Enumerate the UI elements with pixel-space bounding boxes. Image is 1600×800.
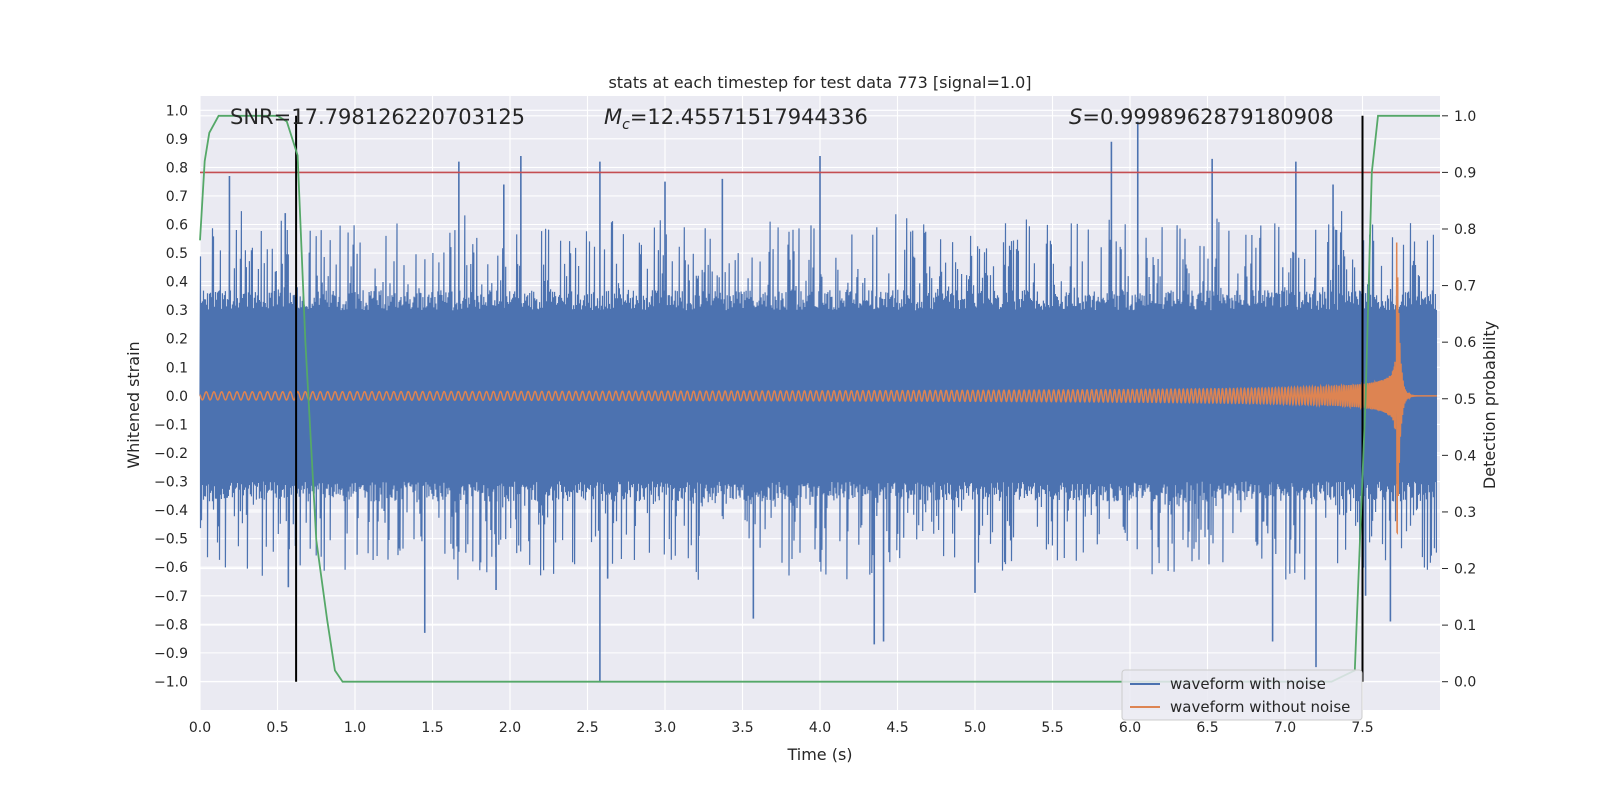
y2-tick-label: 0.1 — [1454, 618, 1476, 634]
legend-label-noise: waveform with noise — [1170, 675, 1326, 693]
y-tick-label: −0.4 — [154, 503, 188, 519]
noise-trace — [199, 211, 1437, 580]
x-tick-label: 4.0 — [809, 720, 831, 736]
clean-waveform-trace — [199, 242, 1437, 536]
chirp-mass-subscript: c — [622, 117, 630, 133]
y2-tick-label: 0.6 — [1454, 335, 1476, 351]
y2-tick-label: 0.9 — [1454, 165, 1476, 181]
legend-label-clean: waveform without noise — [1170, 698, 1350, 716]
x-tick-label: 6.0 — [1119, 720, 1141, 736]
x-tick-label: 2.0 — [499, 720, 521, 736]
x-tick-label: 3.0 — [654, 720, 676, 736]
legend: waveform with noise waveform without noi… — [1121, 669, 1363, 721]
y-tick-label: −0.9 — [154, 646, 188, 662]
y2-tick-label: 0.0 — [1454, 675, 1476, 691]
detection-score-symbol: S — [1069, 105, 1082, 129]
chirp-mass-annotation: Mc=12.45571517944336 — [604, 105, 868, 133]
y2-tick-label: 0.4 — [1454, 448, 1476, 464]
y-tick-label: 0.2 — [166, 332, 188, 348]
y-tick-label: 0.9 — [166, 132, 188, 148]
y-tick-label: −0.1 — [154, 417, 188, 433]
x-axis-label: Time (s) — [786, 745, 852, 764]
y-tick-label: 0.6 — [166, 218, 188, 234]
y-tick-label: −1.0 — [154, 674, 188, 690]
y-tick-label: −0.5 — [154, 532, 188, 548]
y-tick-label: 0.0 — [166, 389, 188, 405]
y2-axis-label: Detection probability — [1480, 321, 1499, 489]
legend-box — [1121, 669, 1363, 721]
x-tick-label: 1.5 — [421, 720, 443, 736]
y2-tick-label: 0.2 — [1454, 562, 1476, 578]
y2-tick-labels: 1.0 0.9 0.8 0.7 0.6 0.5 0.4 0.3 0.2 0.1 0.0 — [1442, 109, 1476, 691]
y-tick-label: 0.8 — [166, 160, 188, 176]
waveform-with-noise-series — [199, 121, 1437, 682]
y-tick-label: −0.6 — [154, 560, 188, 576]
y2-tick-label: 0.3 — [1454, 505, 1476, 521]
x-tick-label: 5.5 — [1041, 720, 1063, 736]
x-tick-label: 1.0 — [344, 720, 366, 736]
x-tick-label: 5.0 — [964, 720, 986, 736]
x-tick-label: 4.5 — [886, 720, 908, 736]
waveform-without-noise-series — [199, 242, 1437, 536]
x-tick-label: 2.5 — [576, 720, 598, 736]
x-tick-label: 0.0 — [189, 720, 211, 736]
y2-tick-label: 0.8 — [1454, 222, 1476, 238]
x-tick-label: 7.5 — [1351, 720, 1373, 736]
y-tick-label: 0.7 — [166, 189, 188, 205]
y-tick-label: 0.1 — [166, 360, 188, 376]
detection-probability-line — [199, 114, 1440, 683]
y-tick-label: −0.8 — [154, 617, 188, 633]
y-tick-label: −0.2 — [154, 446, 188, 462]
y-tick-label: −0.3 — [154, 475, 188, 491]
y2-tick-label: 0.5 — [1454, 392, 1476, 408]
y-tick-labels: 1.0 0.9 0.8 0.7 0.6 0.5 0.4 0.3 0.2 0.1 0.0 −0.1 −0.… — [154, 103, 188, 690]
x-tick-label: 7.0 — [1274, 720, 1296, 736]
chirp-mass-symbol: M — [604, 105, 622, 129]
detection-score-annotation: S=0.9998962879180908 — [1069, 105, 1334, 129]
chart-title: stats at each timestep for test data 773… — [608, 73, 1031, 92]
y-tick-label: 0.3 — [166, 303, 188, 319]
snr-annotation: SNR=17.798126220703125 — [230, 105, 525, 129]
chirp-mass-value: =12.45571517944336 — [630, 105, 868, 129]
y-axis-label: Whitened strain — [124, 341, 143, 468]
y2-tick-label: 0.7 — [1454, 279, 1476, 295]
overlay-lines — [199, 114, 1440, 683]
y2-tick-label: 1.0 — [1454, 109, 1476, 125]
y-tick-label: 0.5 — [166, 246, 188, 262]
x-tick-labels: 0.0 0.5 1.0 1.5 2.0 2.5 3.0 3.5 4.0 4.5 5.0 5.5 6.0 6… — [189, 720, 1374, 736]
x-tick-label: 0.5 — [266, 720, 288, 736]
detection-score-value: =0.9998962879180908 — [1082, 105, 1333, 129]
y-tick-label: 1.0 — [166, 103, 188, 119]
y-tick-label: −0.7 — [154, 589, 188, 605]
y-tick-label: 0.4 — [166, 275, 188, 291]
x-tick-label: 3.5 — [731, 720, 753, 736]
x-tick-label: 6.5 — [1196, 720, 1218, 736]
